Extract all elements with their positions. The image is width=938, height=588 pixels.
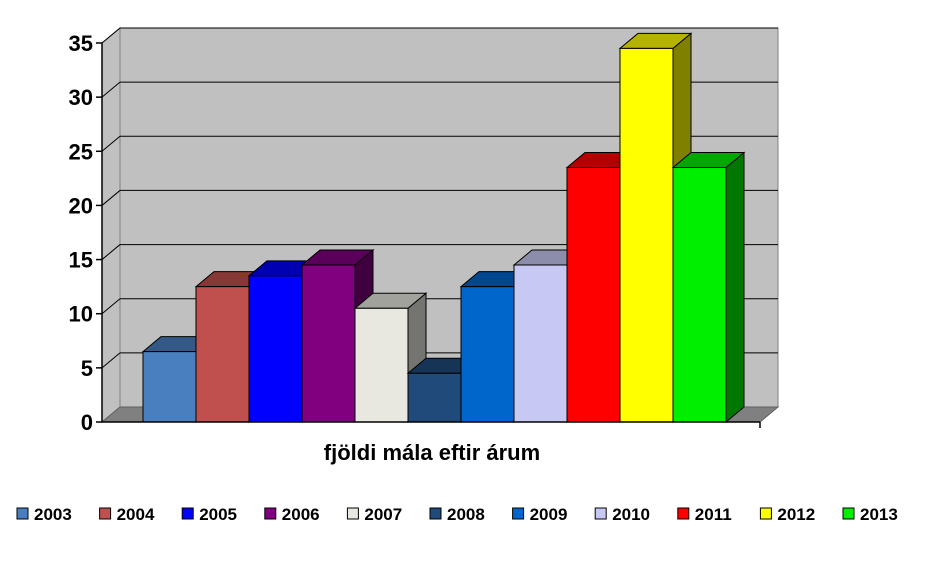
legend-label: 2003 bbox=[34, 505, 72, 524]
legend-label: 2009 bbox=[530, 505, 568, 524]
legend-swatch bbox=[759, 507, 772, 520]
y-tick-label: 15 bbox=[69, 248, 93, 273]
gridline-side bbox=[101, 244, 121, 260]
legend-item-2003: 2003 bbox=[16, 505, 72, 524]
legend-swatch bbox=[677, 507, 690, 520]
gridline-side bbox=[101, 27, 121, 44]
bar-front bbox=[195, 286, 250, 423]
legend-label: 2013 bbox=[860, 505, 898, 524]
y-tick-label: 10 bbox=[69, 302, 93, 327]
legend-label: 2005 bbox=[199, 505, 237, 524]
legend-swatch bbox=[181, 507, 194, 520]
y-tick-label: 5 bbox=[81, 356, 93, 381]
legend-item-2007: 2007 bbox=[346, 505, 402, 524]
legend-item-2009: 2009 bbox=[512, 505, 568, 524]
legend-swatch bbox=[264, 507, 277, 520]
bar-side bbox=[725, 151, 745, 424]
legend-item-2008: 2008 bbox=[429, 505, 485, 524]
legend-label: 2007 bbox=[364, 505, 402, 524]
bar-front bbox=[354, 307, 409, 423]
bar-front bbox=[301, 264, 356, 423]
y-tick-label: 0 bbox=[81, 410, 93, 435]
legend-swatch bbox=[842, 507, 855, 520]
legend-swatch bbox=[429, 507, 442, 520]
legend-item-2006: 2006 bbox=[264, 505, 320, 524]
bar-front bbox=[672, 167, 727, 423]
legend-label: 2011 bbox=[695, 505, 732, 524]
legend-item-2011: 2011 bbox=[677, 505, 732, 524]
legend-swatch bbox=[594, 507, 607, 520]
legend-swatch bbox=[16, 507, 29, 520]
y-tick-label: 35 bbox=[69, 31, 93, 56]
bar-front bbox=[142, 351, 197, 423]
legend-item-2005: 2005 bbox=[181, 505, 237, 524]
side-wall bbox=[101, 26, 121, 424]
bar-front bbox=[619, 47, 674, 423]
gridline-side bbox=[101, 352, 121, 369]
legend-item-2013: 2013 bbox=[842, 505, 898, 524]
bar-front bbox=[248, 275, 303, 423]
bar-front bbox=[513, 264, 568, 423]
legend: 2003 2004 2005 2006 2007 2008 2009 2010 2011 2012… bbox=[16, 505, 898, 524]
legend-item-2010: 2010 bbox=[594, 505, 650, 524]
legend-label: 2004 bbox=[117, 505, 155, 524]
legend-label: 2006 bbox=[282, 505, 320, 524]
legend-item-2012: 2012 bbox=[759, 505, 815, 524]
bars bbox=[141, 32, 746, 424]
legend-swatch bbox=[512, 507, 525, 520]
legend-swatch bbox=[346, 507, 359, 520]
bar-front bbox=[407, 372, 462, 423]
legend-label: 2010 bbox=[612, 505, 650, 524]
legend-swatch bbox=[99, 507, 112, 520]
gridline-side bbox=[101, 81, 121, 98]
bar-2013 bbox=[671, 151, 746, 424]
legend-label: 2008 bbox=[447, 505, 485, 524]
legend-item-2004: 2004 bbox=[99, 505, 155, 524]
bar-front bbox=[460, 286, 515, 423]
x-axis-label: fjöldi mála eftir árum bbox=[324, 440, 540, 465]
gridline-side bbox=[101, 298, 121, 315]
gridline-side bbox=[101, 135, 121, 152]
bar-front bbox=[566, 167, 621, 423]
y-axis: 0 5 10 15 20 25 30 35 bbox=[69, 31, 761, 435]
y-tick-label: 25 bbox=[69, 139, 93, 164]
y-tick-label: 20 bbox=[69, 193, 93, 218]
y-tick-label: 30 bbox=[69, 85, 93, 110]
gridline-side bbox=[101, 190, 121, 206]
legend-label: 2012 bbox=[777, 505, 815, 524]
